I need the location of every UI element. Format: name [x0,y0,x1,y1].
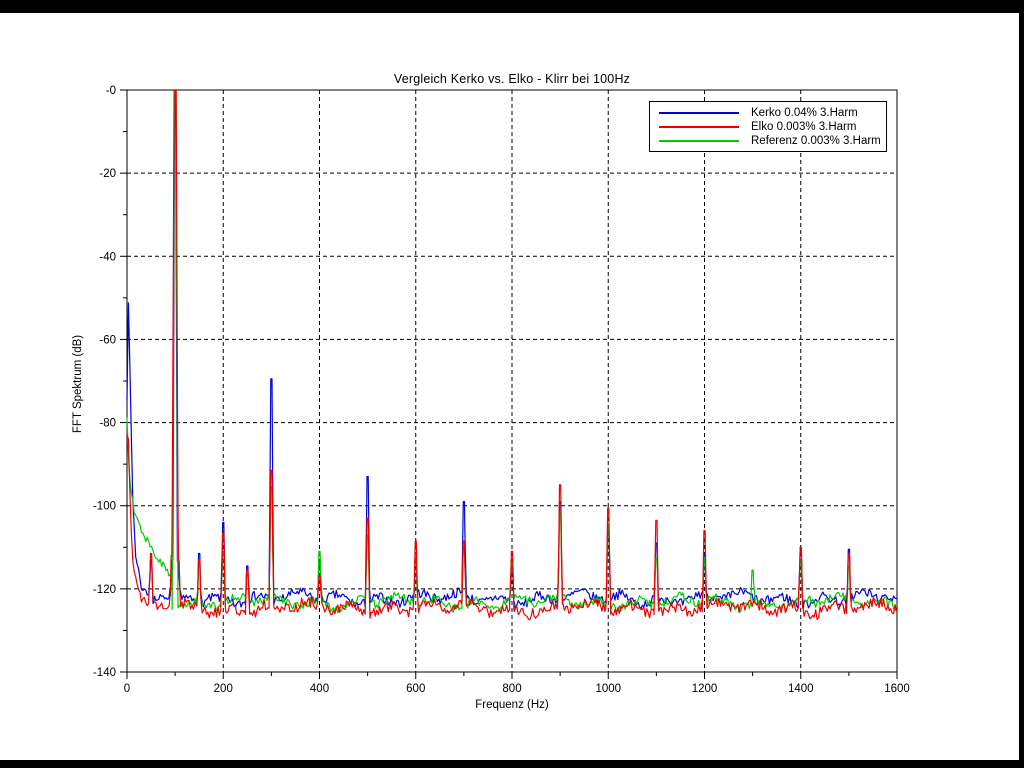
referenz-line-sample [659,139,739,142]
x-axis-label: Frequenz (Hz) [475,699,549,711]
elko-line-sample [659,125,739,128]
y-tick-label: -140 [93,667,116,679]
legend-entry-elko: Elko 0.003% 3.Harm [650,120,886,134]
legend-label: Referenz 0.003% 3.Harm [751,134,881,147]
x-tick-label: 1000 [595,683,621,695]
y-tick-label: -40 [99,251,116,263]
legend-entry-kerko: Kerko 0.04% 3.Harm [650,106,886,120]
kerko-line-sample [659,111,739,114]
y-tick-label: -20 [99,168,116,180]
chart-title: Vergleich Kerko vs. Elko - Klirr bei 100… [393,72,631,86]
series-elko [126,89,898,621]
legend-label: Kerko 0.04% 3.Harm [751,106,858,119]
legend-label: Elko 0.003% 3.Harm [751,120,857,133]
x-tick-label: 1600 [884,683,910,695]
y-tick-label: -0 [106,85,116,97]
y-tick-label: -100 [93,501,116,513]
y-tick-label: -120 [93,584,116,596]
legend-box: Kerko 0.04% 3.Harm Elko 0.003% 3.Harm Re… [649,101,887,152]
x-tick-label: 200 [214,683,233,695]
legend-entry-referenz: Referenz 0.003% 3.Harm [650,134,886,148]
x-tick-label: 800 [502,683,521,695]
screen-border-right [1019,0,1024,768]
x-tick-label: 1200 [692,683,718,695]
screen-border-top [0,0,1024,13]
x-tick-label: 600 [406,683,425,695]
x-tick-label: 1400 [788,683,814,695]
x-tick-label: 0 [124,683,130,695]
y-tick-label: -80 [99,418,116,430]
y-tick-label: -60 [99,334,116,346]
screen-border-bottom [0,760,1024,768]
x-tick-label: 400 [310,683,329,695]
